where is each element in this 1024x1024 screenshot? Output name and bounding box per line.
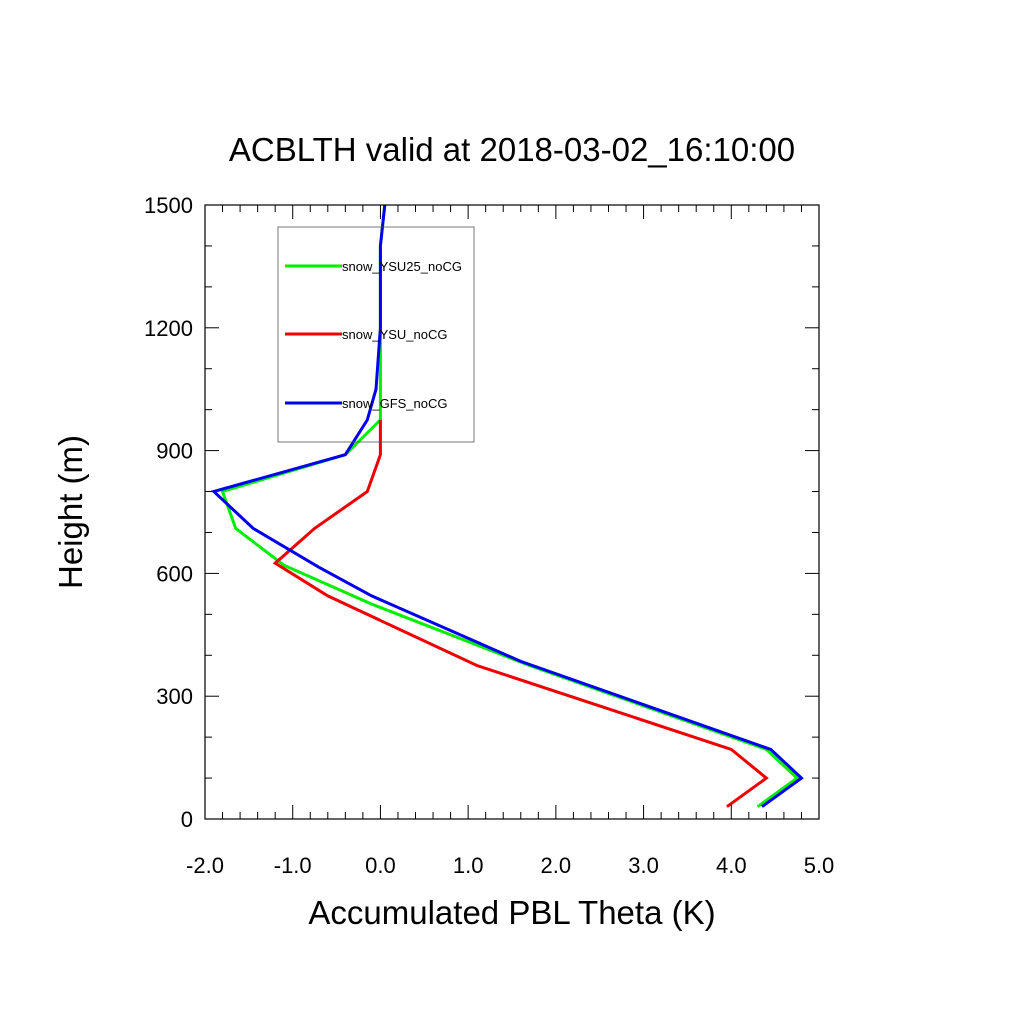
x-tick-label: -1.0 bbox=[274, 853, 312, 878]
x-axis-title: Accumulated PBL Theta (K) bbox=[308, 894, 715, 931]
series-line-3 bbox=[210, 204, 804, 808]
x-tick-label: 3.0 bbox=[628, 853, 659, 878]
legend-label: snow_YSU25_noCG bbox=[342, 259, 462, 274]
legend-label: snow_YSU_noCG bbox=[342, 327, 448, 342]
major-ticks bbox=[204, 204, 820, 820]
legend: snow_YSU25_noCG snow_YSU_noCG snow_GFS_noC… bbox=[277, 226, 475, 443]
legend-box bbox=[277, 226, 475, 443]
minor-ticks bbox=[205, 205, 819, 819]
y-tick-label: 600 bbox=[156, 561, 193, 586]
plot-lines bbox=[210, 204, 804, 808]
x-tick-labels: -2.0 -1.0 0.0 1.0 2.0 3.0 4.0 5.0 bbox=[186, 853, 834, 878]
y-tick-label: 300 bbox=[156, 684, 193, 709]
chart-title: ACBLTH valid at 2018-03-02_16:10:00 bbox=[229, 131, 795, 168]
x-tick-label: 0.0 bbox=[365, 853, 396, 878]
series-line-2 bbox=[272, 419, 769, 808]
x-tick-label: 4.0 bbox=[716, 853, 747, 878]
x-tick-label: 1.0 bbox=[453, 853, 484, 878]
y-tick-label: 0 bbox=[181, 807, 193, 832]
plot-frame bbox=[204, 204, 820, 820]
legend-label: snow_GFS_noCG bbox=[342, 396, 448, 411]
x-tick-label: -2.0 bbox=[186, 853, 224, 878]
y-tick-label: 1500 bbox=[144, 193, 193, 218]
y-axis-title: Height (m) bbox=[52, 435, 89, 589]
x-tick-label: 5.0 bbox=[804, 853, 835, 878]
y-tick-label: 900 bbox=[156, 439, 193, 464]
y-tick-labels: 0 300 600 900 1200 1500 bbox=[144, 193, 193, 832]
y-tick-label: 1200 bbox=[144, 316, 193, 341]
x-tick-label: 2.0 bbox=[541, 853, 572, 878]
